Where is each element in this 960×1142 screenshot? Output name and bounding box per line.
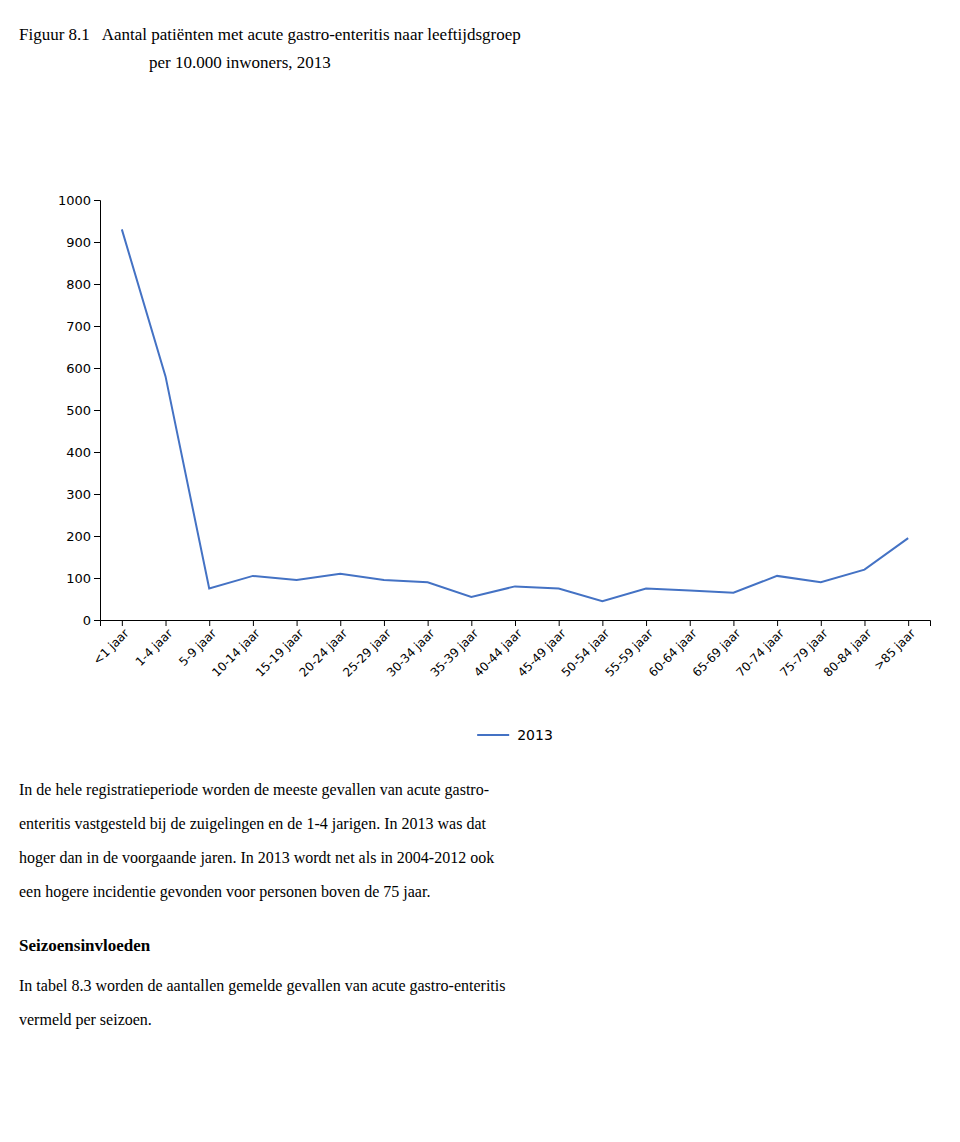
x-tick-mark <box>559 620 560 626</box>
x-tick: <1 jaar <box>90 620 131 668</box>
y-tick-mark <box>94 368 100 369</box>
body-text: vermeld per seizoen. <box>19 1011 152 1029</box>
y-tick: 600 <box>66 361 100 376</box>
x-tick-mark <box>471 620 472 626</box>
x-tick-mark <box>515 620 516 626</box>
y-tick: 700 <box>66 319 100 334</box>
legend-label: 2013 <box>517 727 553 743</box>
y-tick: 900 <box>66 235 100 250</box>
y-tick-label: 200 <box>66 529 91 544</box>
y-axis: 0 100 200 300 400 500 600 700 800 900 1000 <box>58 193 101 628</box>
x-tick-label: 5-9 jaar <box>176 626 219 669</box>
x-tick-mark <box>864 620 865 626</box>
x-tick-label: <1 jaar <box>90 626 131 667</box>
x-tick-mark <box>166 620 167 626</box>
y-tick-label: 1000 <box>58 193 91 208</box>
x-tick-mark <box>253 620 254 626</box>
x-tick-mark <box>690 620 691 626</box>
x-tick-mark <box>646 620 647 626</box>
x-tick-label: 1-4 jaar <box>133 626 176 669</box>
legend: 2013 <box>477 727 553 743</box>
y-tick-mark <box>94 452 100 453</box>
y-tick-mark <box>94 410 100 411</box>
y-tick: 800 <box>66 277 100 292</box>
y-tick-mark <box>94 326 100 327</box>
y-tick-label: 500 <box>66 403 91 418</box>
x-tick-label: >85 jaar <box>871 626 918 673</box>
x-tick-mark <box>777 620 778 626</box>
y-tick: 100 <box>66 571 100 586</box>
y-tick: 1000 <box>58 193 100 208</box>
x-tick-mark <box>602 620 603 626</box>
plot-area <box>122 229 908 601</box>
y-tick-mark <box>94 494 100 495</box>
chart: 0 100 200 300 400 500 600 700 800 900 1000 <1 jaar1… <box>58 193 931 680</box>
section-title: Seizoensinvloeden <box>19 936 151 955</box>
y-tick-label: 100 <box>66 571 91 586</box>
y-tick-label: 0 <box>83 613 91 628</box>
y-tick: 300 <box>66 487 100 502</box>
y-tick: 200 <box>66 529 100 544</box>
x-tick-mark <box>209 620 210 626</box>
body-text: hoger dan in de voorgaande jaren. In 201… <box>19 849 494 867</box>
page: Figuur 8.1 Aantal patiënten met acute ga… <box>0 0 960 1142</box>
body-text: een hogere incidentie gevonden voor pers… <box>19 883 430 901</box>
x-tick: 1-4 jaar <box>133 620 176 669</box>
x-tick: 80-84 jaar <box>821 620 875 680</box>
y-tick-label: 900 <box>66 235 91 250</box>
y-tick-mark <box>94 284 100 285</box>
y-tick-mark <box>94 620 100 621</box>
y-tick-label: 300 <box>66 487 91 502</box>
x-tick-mark <box>340 620 341 626</box>
x-axis-line <box>101 621 931 627</box>
y-tick-mark <box>94 578 100 579</box>
y-tick: 0 <box>83 613 100 628</box>
x-tick: >85 jaar <box>871 620 918 673</box>
x-tick-mark <box>384 620 385 626</box>
y-tick: 400 <box>66 445 100 460</box>
y-tick-mark <box>94 200 100 201</box>
x-tick-label: 80-84 jaar <box>821 626 875 680</box>
y-tick-label: 400 <box>66 445 91 460</box>
x-tick-mark <box>297 620 298 626</box>
subtitle: per 10.000 inwoners, 2013 <box>149 53 331 72</box>
y-tick-mark <box>94 536 100 537</box>
x-axis: <1 jaar1-4 jaar5-9 jaar10-14 jaar15-19 j… <box>90 620 930 680</box>
y-tick-mark <box>94 242 100 243</box>
y-tick-label: 600 <box>66 361 91 376</box>
x-tick-mark <box>733 620 734 626</box>
x-tick-mark <box>428 620 429 626</box>
y-tick-label: 800 <box>66 277 91 292</box>
legend-swatch <box>477 734 509 736</box>
series-line <box>122 229 908 601</box>
body-text: In de hele registratieperiode worden de … <box>19 781 489 799</box>
y-tick: 500 <box>66 403 100 418</box>
x-tick-mark <box>908 620 909 626</box>
x-tick: 5-9 jaar <box>176 620 219 669</box>
body-text: In tabel 8.3 worden de aantallen gemelde… <box>19 977 505 995</box>
y-tick-label: 700 <box>66 319 91 334</box>
legend-item: 2013 <box>477 727 553 743</box>
body-text: enteritis vastgesteld bij de zuigelingen… <box>19 815 487 833</box>
title: Figuur 8.1 Aantal patiënten met acute ga… <box>19 25 521 44</box>
x-tick-mark <box>821 620 822 626</box>
y-axis-line <box>94 201 101 621</box>
x-tick-mark <box>122 620 123 626</box>
